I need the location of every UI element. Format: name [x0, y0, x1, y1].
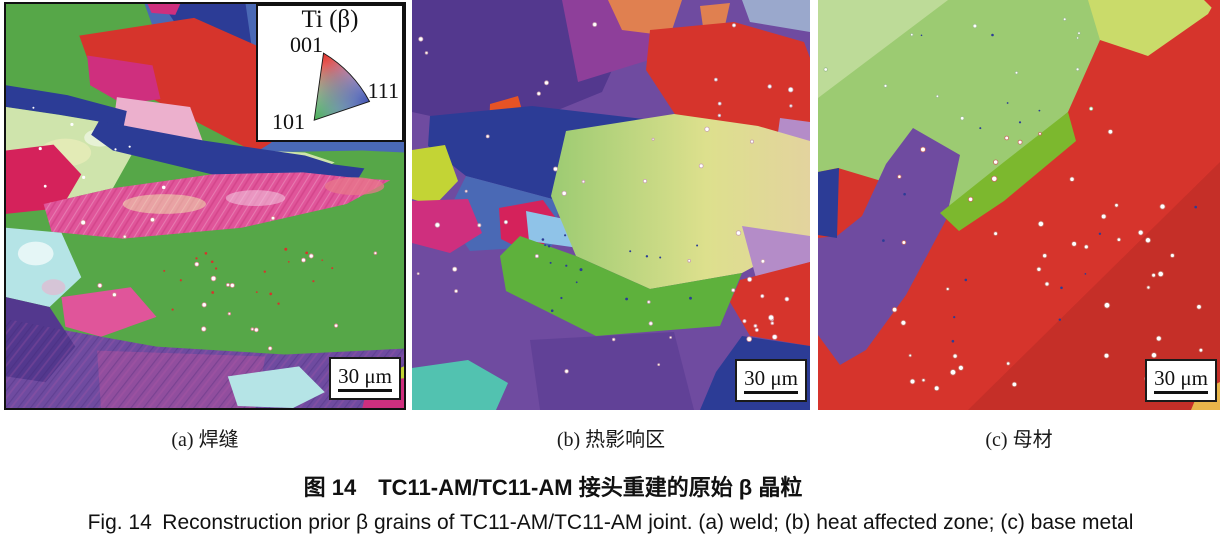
- ipf-corner-111-label: 111: [367, 78, 399, 103]
- scale-bar-line: [744, 390, 798, 394]
- scale-bar-line: [338, 388, 392, 392]
- scale-bar-weld: 30 μm: [329, 357, 401, 400]
- ipf-corner-001-label: 001: [290, 32, 323, 57]
- micrograph-haz-svg: [412, 0, 810, 410]
- micrograph-base-metal-svg: [818, 0, 1220, 410]
- caption-chinese: 图 14 TC11-AM/TC11-AM 接头重建的原始 β 晶粒: [303, 475, 803, 500]
- ipf-corner-101-label: 101: [272, 109, 305, 134]
- haz-grains: [412, 0, 810, 410]
- panel-label-haz: (b) 热影响区: [556, 429, 666, 451]
- micrograph-haz: 30 μm: [412, 0, 810, 410]
- scale-bar-line: [1154, 390, 1208, 394]
- micrograph-base-metal: 30 μm: [818, 0, 1220, 410]
- ipf-color-key: Ti (β) 001: [256, 4, 404, 142]
- caption-english: Fig. 14 Reconstruction prior β grains of…: [87, 511, 1134, 534]
- scale-bar-label: 30 μm: [1154, 366, 1208, 391]
- ipf-key-title: Ti (β): [301, 6, 359, 33]
- scale-bar-label: 30 μm: [338, 364, 392, 389]
- scale-bar-base-metal: 30 μm: [1145, 359, 1217, 402]
- scale-bar-haz: 30 μm: [735, 359, 807, 402]
- panel-label-weld: (a) 焊缝: [171, 429, 239, 451]
- panel-label-base-metal: (c) 母材: [985, 429, 1053, 451]
- micrograph-weld: Ti (β) 001: [4, 2, 406, 410]
- ipf-triangle: [313, 52, 371, 121]
- base-metal-grains: [818, 0, 1220, 410]
- scale-bar-label: 30 μm: [744, 366, 798, 391]
